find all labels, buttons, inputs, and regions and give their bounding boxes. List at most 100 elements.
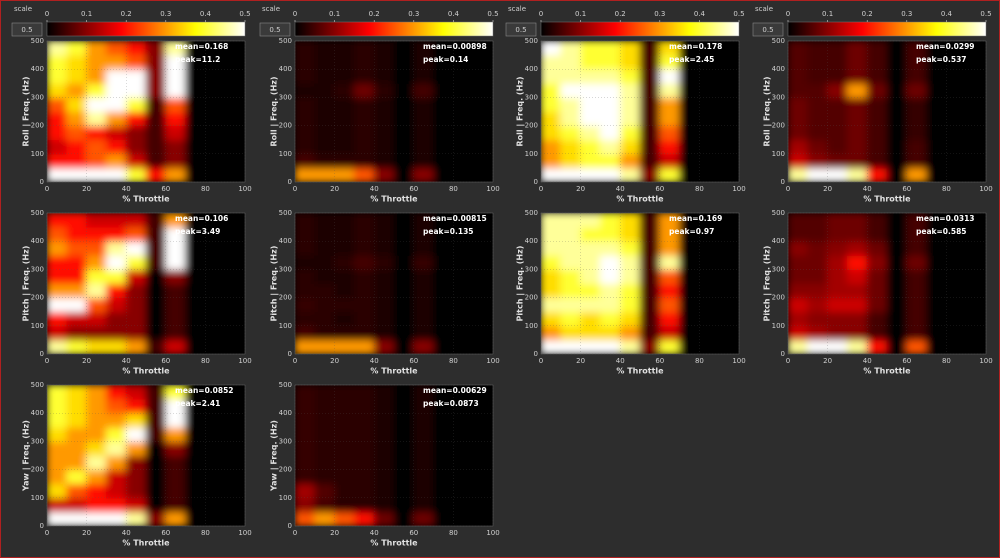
heatmap xyxy=(295,41,493,182)
heatmap-cell xyxy=(866,167,888,182)
heatmap-cell xyxy=(472,440,493,456)
heatmap-clip xyxy=(295,213,493,354)
heatmap-cell xyxy=(224,268,245,284)
heatmap-cell xyxy=(145,497,167,513)
heatmap-cell xyxy=(718,339,739,354)
heatmap-cell xyxy=(165,398,187,414)
heatmap-cell xyxy=(472,167,493,182)
heatmap-cell xyxy=(66,311,88,327)
heatmap-cell xyxy=(433,167,454,182)
heatmap-cell xyxy=(47,54,68,70)
heatmap-cell xyxy=(807,82,829,98)
scale-input[interactable] xyxy=(505,22,537,37)
x-tick-label: 80 xyxy=(201,185,210,193)
heatmap-cell xyxy=(599,96,621,112)
heatmap-cell xyxy=(945,240,967,256)
heatmap-cell xyxy=(373,254,395,270)
y-tick-label: 300 xyxy=(772,93,785,101)
heatmap-cell xyxy=(452,311,474,327)
heatmap-cell xyxy=(659,268,681,284)
heatmap-cell xyxy=(295,167,316,182)
heatmap-cell xyxy=(353,325,375,341)
heatmap-cell xyxy=(945,167,967,182)
heatmap-cell xyxy=(125,311,147,327)
heatmap-clip xyxy=(788,41,986,182)
scale-input[interactable] xyxy=(259,22,291,37)
heatmap-cell xyxy=(373,213,395,228)
colorbar-tick-label: 0.4 xyxy=(448,10,460,18)
colorbar-tick-label: 0.1 xyxy=(822,10,833,18)
heatmap-cell xyxy=(185,226,206,242)
heatmap-cell xyxy=(204,268,226,284)
y-tick-label: 300 xyxy=(31,437,44,445)
x-tick-label: 60 xyxy=(655,185,664,193)
heatmap-cell xyxy=(165,283,187,299)
heatmap-cell xyxy=(373,68,395,84)
heatmap-cell xyxy=(846,226,868,242)
heatmap-cell xyxy=(353,398,375,414)
y-tick-label: 500 xyxy=(525,209,538,217)
x-tick-label: 60 xyxy=(902,185,911,193)
heatmap-cell xyxy=(906,125,928,141)
heatmap-cell xyxy=(788,96,809,112)
heatmap-cell xyxy=(413,339,435,354)
heatmap-cell xyxy=(807,41,829,56)
heatmap-cell xyxy=(433,283,454,299)
heatmap-cell xyxy=(619,254,641,270)
heatmap-cell xyxy=(314,497,336,513)
y-tick-label: 400 xyxy=(31,65,44,73)
x-axis-label: % Throttle xyxy=(616,367,664,376)
heatmap-cell xyxy=(788,254,809,270)
heatmap-cell xyxy=(599,41,621,56)
heatmap-cell xyxy=(393,297,415,313)
heatmap-cell xyxy=(334,254,355,270)
colorbar-tick-label: 0.5 xyxy=(980,10,991,18)
heatmap-cell xyxy=(866,339,888,354)
annotation: peak=0.135 xyxy=(423,227,474,236)
heatmap-cell xyxy=(827,111,848,127)
heatmap-cell xyxy=(827,96,848,112)
heatmap-cell xyxy=(639,153,661,169)
heatmap-cell xyxy=(945,125,967,141)
heatmap-cell xyxy=(86,483,107,499)
heatmap-cell xyxy=(886,254,908,270)
heatmap-cell xyxy=(659,311,681,327)
heatmap-cell xyxy=(827,268,848,284)
heatmap-cell xyxy=(472,54,493,70)
x-tick-label: 0 xyxy=(45,185,49,193)
heatmap-cell xyxy=(679,153,700,169)
heatmap-cell xyxy=(560,325,582,341)
x-tick-label: 80 xyxy=(695,185,704,193)
heatmap-cell xyxy=(393,283,415,299)
heatmap-cell xyxy=(580,41,601,56)
colorbar-tick-label: 0.3 xyxy=(408,10,419,18)
heatmap-cell xyxy=(886,325,908,341)
scale-input[interactable] xyxy=(11,22,43,37)
heatmap-cell xyxy=(698,339,720,354)
heatmap-cell xyxy=(945,96,967,112)
heatmap-cell xyxy=(945,226,967,242)
heatmap-cell xyxy=(433,41,454,56)
heatmap-cell xyxy=(185,455,206,471)
y-tick-label: 400 xyxy=(31,409,44,417)
heatmap-cell xyxy=(295,497,316,513)
heatmap-cell xyxy=(334,385,355,400)
heatmap-cell xyxy=(334,226,355,242)
heatmap-cell xyxy=(433,385,454,400)
heatmap-cell xyxy=(965,240,986,256)
heatmap-cell xyxy=(472,511,493,526)
scale-input[interactable] xyxy=(752,22,784,37)
heatmap-cell xyxy=(433,497,454,513)
heatmap-cell xyxy=(639,41,661,56)
x-tick-label: 60 xyxy=(655,357,664,365)
heatmap-cell xyxy=(314,96,336,112)
heatmap-cell xyxy=(718,111,739,127)
heatmap-cell xyxy=(353,54,375,70)
heatmap-cell xyxy=(47,41,68,56)
heatmap-cell xyxy=(452,455,474,471)
heatmap-cell xyxy=(452,483,474,499)
x-tick-label: 0 xyxy=(539,357,543,365)
heatmap-cell xyxy=(433,111,454,127)
heatmap-cell xyxy=(846,240,868,256)
heatmap-cell xyxy=(639,54,661,70)
